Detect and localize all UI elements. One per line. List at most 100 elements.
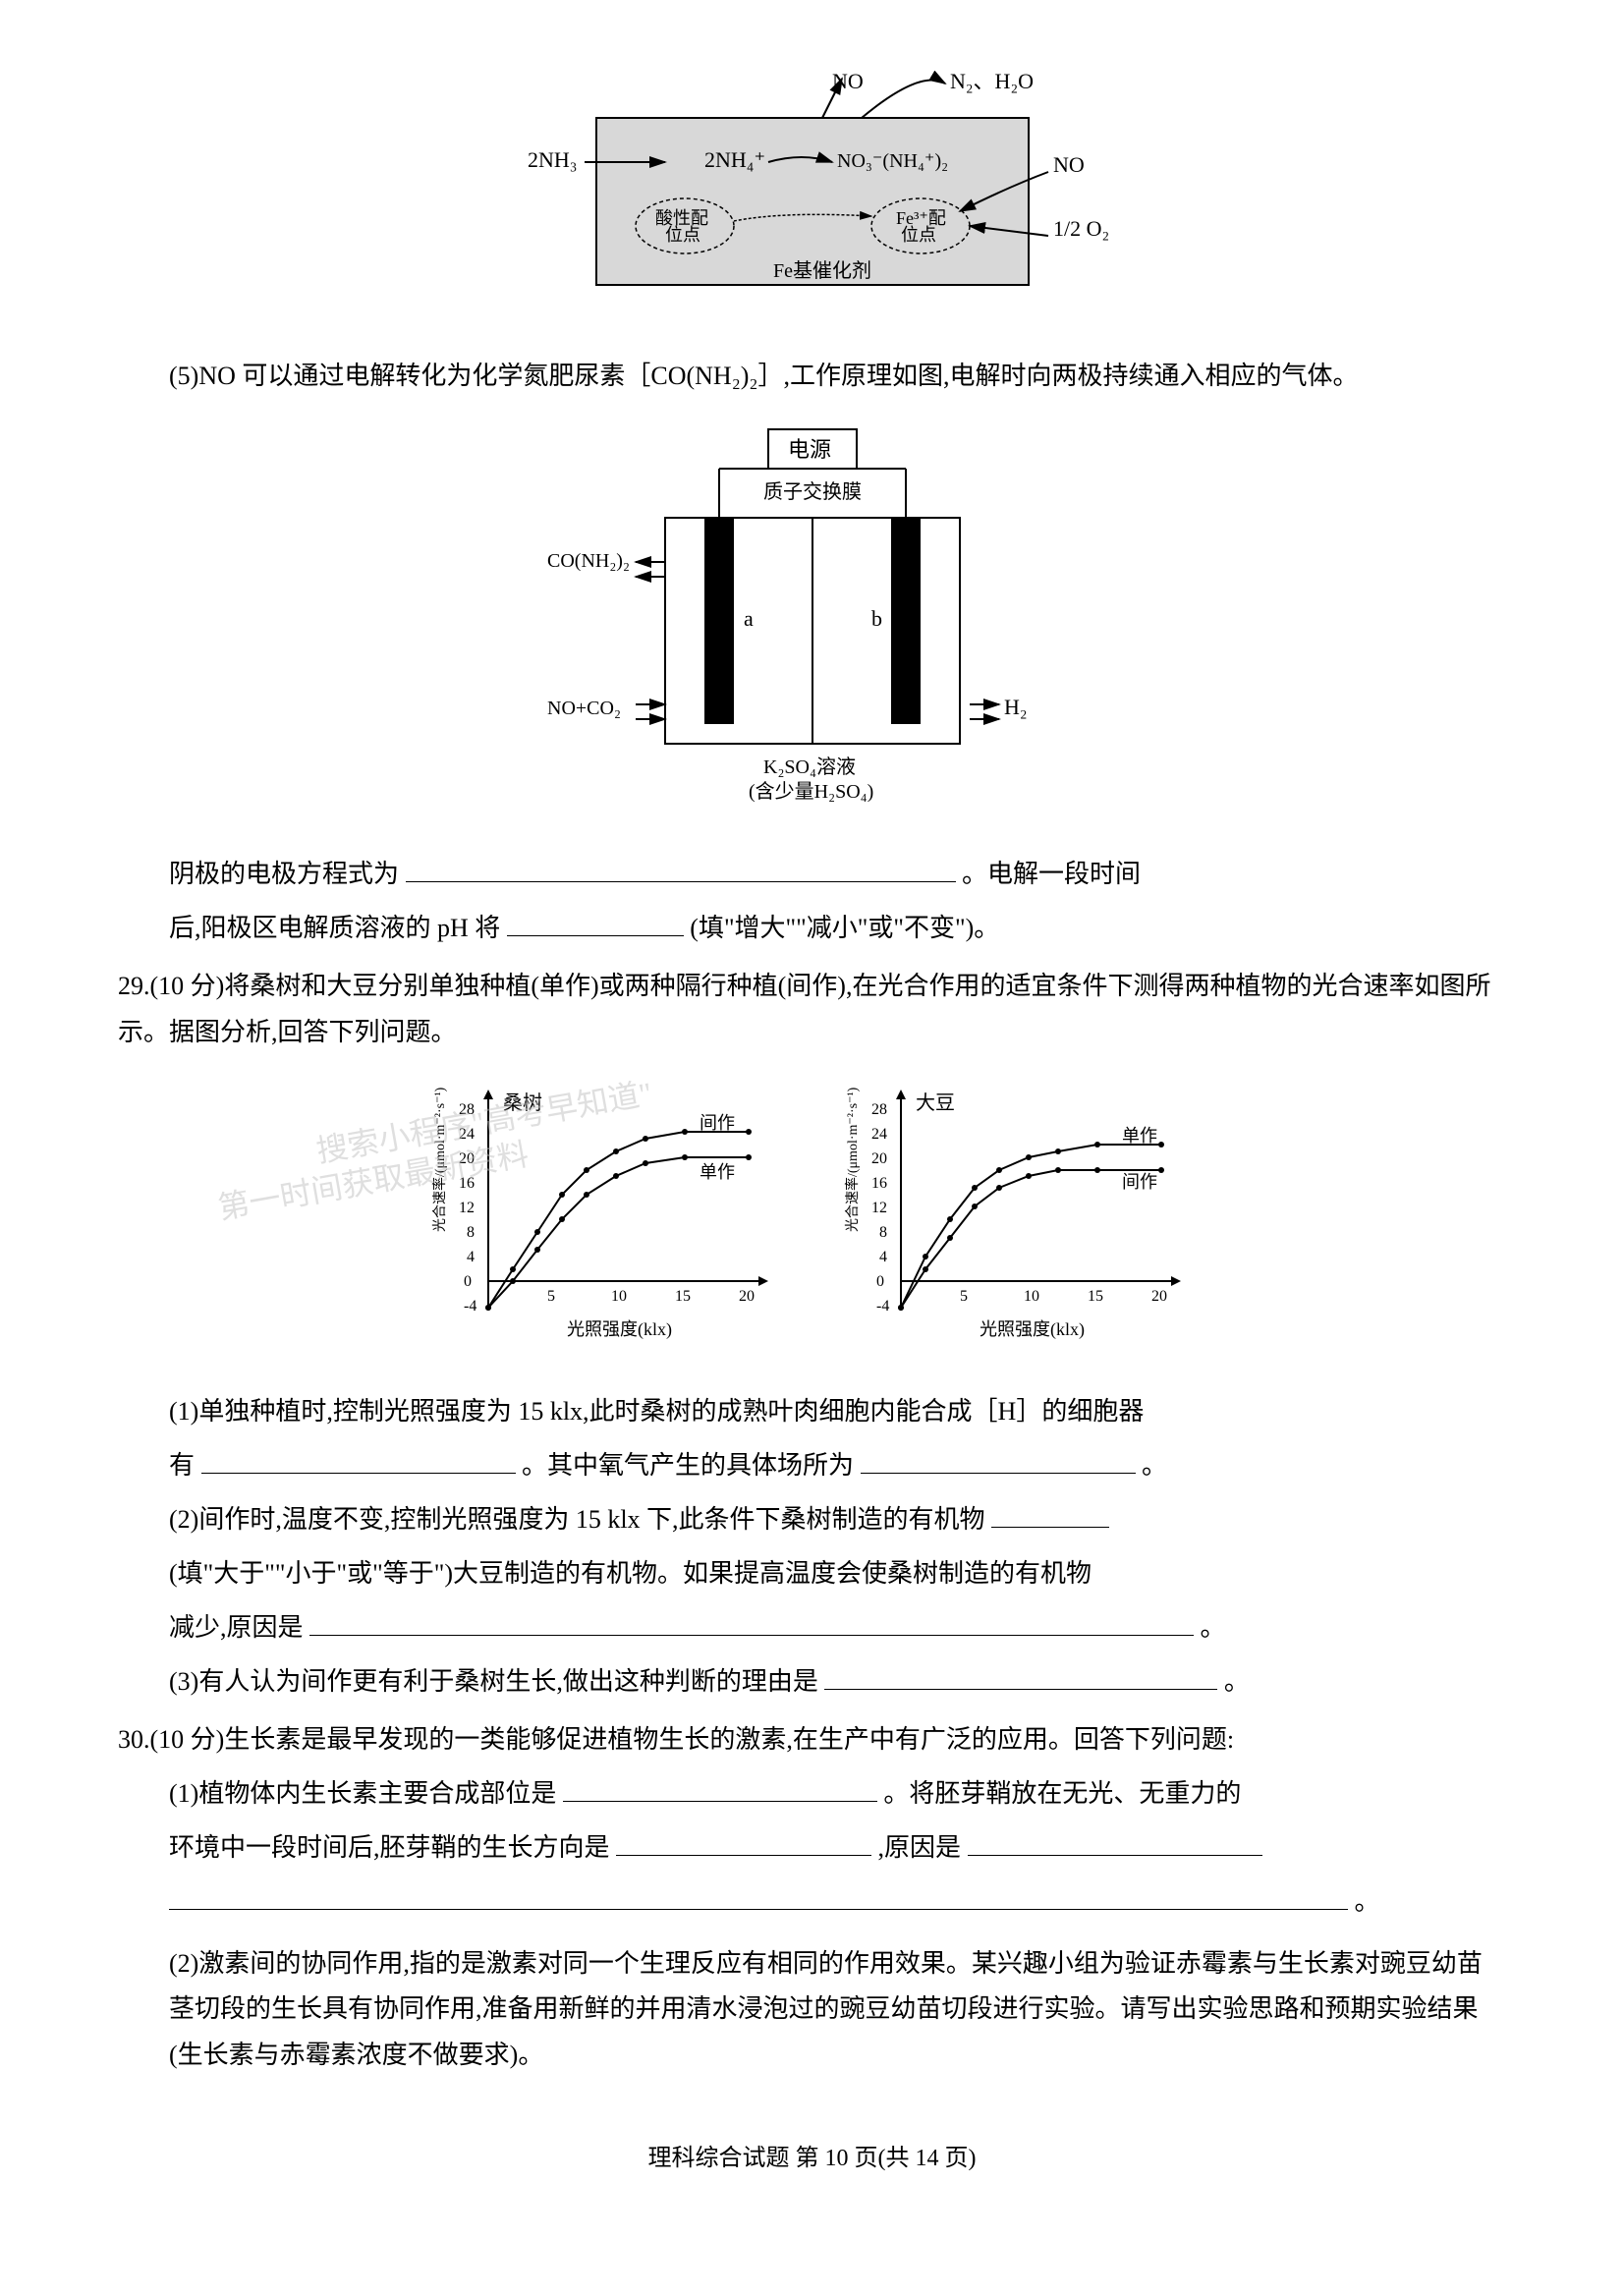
q29-2-a: (2)间作时,温度不变,控制光照强度为 15 klx 下,此条件下桑树制造的有机… xyxy=(169,1505,985,1534)
label-no3nh4: NO₃⁻(NH₄⁺)₂ xyxy=(837,150,948,172)
chart-container: 搜索小程序"高考早知道" 第一时间获取最新资料 0 -4 4 8 12 16 2… xyxy=(118,1075,1506,1370)
chart2-xlabel: 光照强度(klx) xyxy=(980,1319,1085,1340)
chart-soybean: 0 -4 4 8 12 16 20 24 28 5 10 15 20 大豆 单作… xyxy=(842,1075,1196,1370)
label-fe-catalyst: Fe基催化剂 xyxy=(773,259,871,282)
blank-organelle xyxy=(201,1443,516,1474)
svg-text:5: 5 xyxy=(547,1288,555,1305)
q30-1-e: 。 xyxy=(1355,1887,1380,1916)
q5-sub1-end: 。电解一段时间 xyxy=(962,860,1141,888)
q29-1-line2: 有 。其中氧气产生的具体场所为 。 xyxy=(169,1443,1506,1489)
svg-text:4: 4 xyxy=(467,1249,475,1265)
electrolysis-diagram: 电源 质子交换膜 a b CO(NH₂)₂ NO+CO₂ H₂ K₂SO₄溶液 … xyxy=(518,420,1107,832)
label-no-right: NO xyxy=(1053,152,1085,177)
q30-1-b: 。将胚芽鞘放在无光、无重力的 xyxy=(883,1779,1241,1808)
electrolysis-diagram-container: 电源 质子交换膜 a b CO(NH₂)₂ NO+CO₂ H₂ K₂SO₄溶液 … xyxy=(118,420,1506,832)
svg-text:10: 10 xyxy=(611,1288,627,1305)
label-h2: H₂ xyxy=(1004,695,1028,719)
svg-text:0: 0 xyxy=(464,1273,472,1290)
label-2nh4: 2NH₄⁺ xyxy=(704,147,765,172)
label-o2: 1/2 O₂ xyxy=(1053,216,1109,241)
q29-1-b: 有 xyxy=(169,1451,195,1480)
svg-text:28: 28 xyxy=(459,1101,475,1118)
svg-text:12: 12 xyxy=(459,1200,475,1216)
svg-text:间作: 间作 xyxy=(700,1113,735,1133)
label-acid-site-2: 位点 xyxy=(665,225,700,245)
svg-text:20: 20 xyxy=(459,1150,475,1167)
q30-1-c: 环境中一段时间后,胚芽鞘的生长方向是 xyxy=(169,1833,610,1862)
svg-text:间作: 间作 xyxy=(1122,1172,1157,1192)
q30-2: (2)激素间的协同作用,指的是激素对同一个生理反应有相同的作用效果。某兴趣小组为… xyxy=(169,1941,1506,2079)
q30-1-a: (1)植物体内生长素主要合成部位是 xyxy=(169,1779,556,1808)
svg-text:20: 20 xyxy=(739,1288,755,1305)
q29-1-a: (1)单独种植时,控制光照强度为 15 klx,此时桑树的成熟叶肉细胞内能合成［… xyxy=(169,1397,1144,1426)
label-conh2: CO(NH₂)₂ xyxy=(547,550,630,572)
chart-mulberry: 0 -4 4 8 12 16 20 24 28 5 10 15 20 桑树 间作… xyxy=(429,1075,783,1370)
blank-o2-site xyxy=(861,1443,1136,1474)
blank-ph xyxy=(507,906,684,936)
svg-text:16: 16 xyxy=(459,1175,475,1192)
q5-sub2: 后,阳极区电解质溶液的 pH 将 (填"增大""减小"或"不变")。 xyxy=(169,906,1506,952)
label-power: 电源 xyxy=(788,437,831,462)
svg-text:15: 15 xyxy=(675,1288,691,1305)
q30-text: 30.(10 分)生长素是最早发现的一类能够促进植物生长的激素,在生产中有广泛的… xyxy=(118,1717,1506,1763)
q5-sub2-text: 后,阳极区电解质溶液的 pH 将 xyxy=(169,914,500,942)
svg-text:8: 8 xyxy=(467,1224,475,1241)
svg-text:24: 24 xyxy=(871,1126,887,1143)
svg-text:4: 4 xyxy=(879,1249,887,1265)
label-membrane: 质子交换膜 xyxy=(763,480,862,503)
blank-reason-growth xyxy=(968,1825,1262,1856)
label-noco2: NO+CO₂ xyxy=(547,698,621,719)
blank-cathode xyxy=(406,852,956,882)
q29-2-line2: (填"大于""小于"或"等于")大豆制造的有机物。如果提高温度会使桑树制造的有机… xyxy=(169,1551,1506,1597)
svg-text:0: 0 xyxy=(876,1273,884,1290)
blank-reason-temp xyxy=(309,1605,1194,1636)
q30-1-line2: 环境中一段时间后,胚芽鞘的生长方向是 ,原因是 xyxy=(169,1825,1506,1872)
svg-text:20: 20 xyxy=(871,1150,887,1167)
q29-3-a: (3)有人认为间作更有利于桑树生长,做出这种判断的理由是 xyxy=(169,1667,818,1696)
q29-1-d: 。 xyxy=(1142,1451,1167,1480)
svg-text:8: 8 xyxy=(879,1224,887,1241)
label-electrode-a: a xyxy=(744,606,754,631)
svg-text:24: 24 xyxy=(459,1126,475,1143)
q5-text: (5)NO 可以通过电解转化为化学氮肥尿素［CO(NH₂)₂］,工作原理如图,电… xyxy=(118,354,1506,400)
q29-text: 29.(10 分)将桑树和大豆分别单独种植(单作)或两种隔行种植(间作),在光合… xyxy=(118,964,1506,1056)
q29-3: (3)有人认为间作更有利于桑树生长,做出这种判断的理由是 。 xyxy=(169,1659,1506,1706)
chart1-title: 桑树 xyxy=(503,1092,542,1114)
q29-1-c: 。其中氧气产生的具体场所为 xyxy=(522,1451,854,1480)
svg-text:16: 16 xyxy=(871,1175,887,1192)
svg-text:单作: 单作 xyxy=(700,1162,735,1182)
q29-2: (2)间作时,温度不变,控制光照强度为 15 klx 下,此条件下桑树制造的有机… xyxy=(169,1497,1506,1543)
q30-1-d: ,原因是 xyxy=(878,1833,962,1862)
q29-2-b: (填"大于""小于"或"等于")大豆制造的有机物。如果提高温度会使桑树制造的有机… xyxy=(169,1559,1092,1588)
chart1-xlabel: 光照强度(klx) xyxy=(567,1319,672,1340)
catalyst-diagram: NO N₂、H₂O 2NH₃ 2NH₄⁺ NO₃⁻(NH₄⁺)₂ NO 1/2 … xyxy=(508,59,1117,334)
svg-text:12: 12 xyxy=(871,1200,887,1216)
svg-text:-4: -4 xyxy=(876,1298,889,1315)
svg-text:15: 15 xyxy=(1088,1288,1103,1305)
svg-text:28: 28 xyxy=(871,1101,887,1118)
q29-2-line3: 减少,原因是 。 xyxy=(169,1605,1506,1651)
blank-reason-growth-2 xyxy=(169,1879,1348,1910)
chart2-title: 大豆 xyxy=(916,1092,955,1114)
page-footer: 理科综合试题 第 10 页(共 14 页) xyxy=(118,2138,1506,2180)
q29-2-c: 减少,原因是 xyxy=(169,1613,304,1642)
chart1-ylabel: 光合速率/(μmol·m⁻²·s⁻¹) xyxy=(431,1088,448,1233)
label-h2so4: (含少量H₂SO₄) xyxy=(749,780,873,803)
svg-text:20: 20 xyxy=(1151,1288,1167,1305)
q29-2-d: 。 xyxy=(1201,1613,1226,1642)
q5-sub1-text: 阴极的电极方程式为 xyxy=(169,860,399,888)
blank-reason-intercrop xyxy=(824,1659,1217,1690)
blank-compare xyxy=(991,1497,1109,1528)
blank-synthesis-site xyxy=(563,1771,877,1802)
q5-sub2-end: (填"增大""减小"或"不变")。 xyxy=(690,914,999,942)
q30-1-line3: 。 xyxy=(169,1879,1506,1926)
label-n2-h2o: N₂、H₂O xyxy=(950,69,1034,93)
label-fe-site-2: 位点 xyxy=(901,225,936,245)
svg-text:5: 5 xyxy=(960,1288,968,1305)
svg-text:单作: 单作 xyxy=(1122,1126,1157,1146)
label-electrode-b: b xyxy=(871,606,882,631)
q29-1: (1)单独种植时,控制光照强度为 15 klx,此时桑树的成熟叶肉细胞内能合成［… xyxy=(169,1389,1506,1435)
catalyst-diagram-container: NO N₂、H₂O 2NH₃ 2NH₄⁺ NO₃⁻(NH₄⁺)₂ NO 1/2 … xyxy=(118,59,1506,334)
q5-sub1: 阴极的电极方程式为 。电解一段时间 xyxy=(169,852,1506,898)
q29-3-b: 。 xyxy=(1224,1667,1250,1696)
